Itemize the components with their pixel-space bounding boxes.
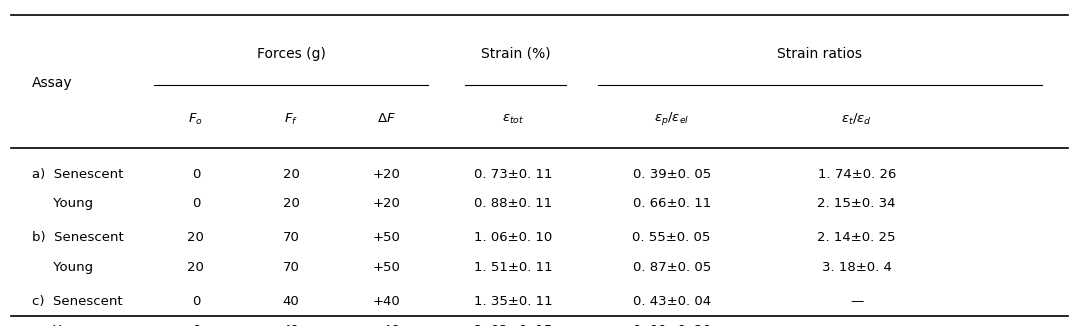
Text: 70: 70 (283, 261, 300, 274)
Text: 40: 40 (283, 324, 299, 326)
Text: —: — (850, 295, 863, 308)
Text: 20: 20 (283, 168, 300, 181)
Text: 0. 66±0. 11: 0. 66±0. 11 (632, 197, 711, 210)
Text: $F_f$: $F_f$ (284, 111, 298, 126)
Text: 20: 20 (188, 261, 204, 274)
Text: 2. 14±0. 25: 2. 14±0. 25 (818, 231, 896, 244)
Text: Young: Young (32, 324, 93, 326)
Text: 1. 35±0. 11: 1. 35±0. 11 (474, 295, 552, 308)
Text: Strain (%): Strain (%) (481, 47, 551, 61)
Text: 0: 0 (192, 295, 200, 308)
Text: 40: 40 (283, 295, 299, 308)
Text: 0. 39±0. 05: 0. 39±0. 05 (632, 168, 711, 181)
Text: Assay: Assay (32, 76, 72, 90)
Text: 0: 0 (192, 324, 200, 326)
Text: +40: +40 (372, 324, 400, 326)
Text: 70: 70 (283, 231, 300, 244)
Text: c)  Senescent: c) Senescent (32, 295, 123, 308)
Text: +40: +40 (372, 295, 400, 308)
Text: 0: 0 (192, 197, 200, 210)
Text: 2. 02±0. 15: 2. 02±0. 15 (474, 324, 552, 326)
Text: +20: +20 (372, 168, 400, 181)
Text: 0. 90±0. 20: 0. 90±0. 20 (632, 324, 711, 326)
Text: $\varepsilon_p/\varepsilon_{el}$: $\varepsilon_p/\varepsilon_{el}$ (654, 111, 689, 127)
Text: +50: +50 (372, 261, 400, 274)
Text: 20: 20 (188, 231, 204, 244)
Text: 20: 20 (283, 197, 300, 210)
Text: 0. 87±0. 05: 0. 87±0. 05 (632, 261, 711, 274)
Text: 3. 18±0. 4: 3. 18±0. 4 (822, 261, 891, 274)
Text: $\Delta F$: $\Delta F$ (377, 112, 396, 126)
Text: $\varepsilon_t/\varepsilon_d$: $\varepsilon_t/\varepsilon_d$ (842, 111, 872, 126)
Text: Forces (g): Forces (g) (257, 47, 326, 61)
Text: Strain ratios: Strain ratios (777, 47, 862, 61)
Text: b)  Senescent: b) Senescent (32, 231, 124, 244)
Text: 0. 55±0. 05: 0. 55±0. 05 (632, 231, 711, 244)
Text: 1. 06±0. 10: 1. 06±0. 10 (474, 231, 552, 244)
Text: 2. 15±0. 34: 2. 15±0. 34 (818, 197, 896, 210)
Text: —: — (850, 324, 863, 326)
Text: +20: +20 (372, 197, 400, 210)
Text: Young: Young (32, 197, 93, 210)
Text: $F_o$: $F_o$ (189, 111, 203, 126)
Text: 0. 43±0. 04: 0. 43±0. 04 (632, 295, 711, 308)
Text: $\varepsilon_{tot}$: $\varepsilon_{tot}$ (502, 112, 524, 126)
Text: 0. 88±0. 11: 0. 88±0. 11 (474, 197, 552, 210)
Text: 1. 74±0. 26: 1. 74±0. 26 (818, 168, 896, 181)
Text: 1. 51±0. 11: 1. 51±0. 11 (474, 261, 552, 274)
Text: a)  Senescent: a) Senescent (32, 168, 123, 181)
Text: +50: +50 (372, 231, 400, 244)
Text: 0: 0 (192, 168, 200, 181)
Text: 0. 73±0. 11: 0. 73±0. 11 (474, 168, 552, 181)
Text: Young: Young (32, 261, 93, 274)
